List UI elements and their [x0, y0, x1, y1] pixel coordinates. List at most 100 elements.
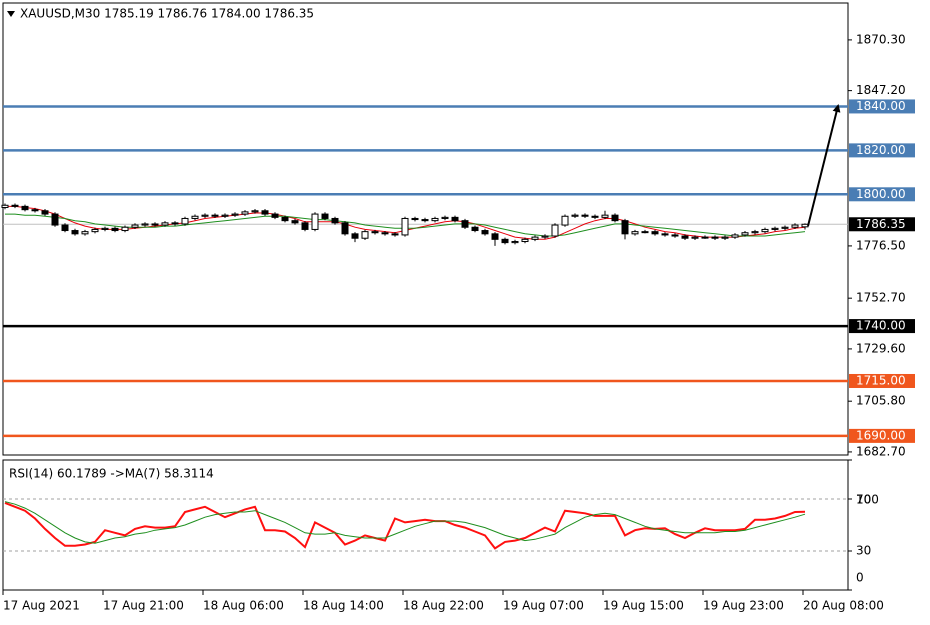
level-label-box: [849, 99, 915, 114]
candle-body: [521, 238, 529, 243]
candle-body: [231, 213, 239, 216]
candle-body: [151, 223, 159, 226]
rsi-y-tick-label: 100: [856, 493, 879, 507]
x-tick-label: 17 Aug 2021: [3, 599, 80, 613]
candle-body: [741, 232, 749, 236]
candle-body: [191, 215, 199, 219]
candle-body: [461, 220, 469, 228]
price-layer: [1, 105, 848, 438]
candle-body: [551, 224, 559, 237]
level-label-box: [849, 187, 915, 202]
x-tick-label: 20 Aug 08:00: [803, 599, 884, 613]
candle-body: [351, 233, 359, 239]
axis-layer: 1870.30 1847.20 1776.50 1752.70 1729.60 1705.…: [2, 32, 915, 613]
candle-body: [641, 231, 649, 234]
candle-body: [81, 231, 89, 235]
y-tick-label: 1776.50: [856, 238, 906, 252]
x-tick-label: 17 Aug 21:00: [103, 599, 184, 613]
candle-body: [701, 236, 709, 239]
candle-body: [531, 236, 539, 240]
candle-body: [601, 214, 609, 218]
candle-body: [621, 220, 629, 235]
candle-body: [391, 233, 399, 236]
rsi-y-tick-label: 30: [856, 544, 871, 558]
candle-body: [541, 235, 549, 238]
candle-body: [431, 217, 439, 222]
candle-body: [501, 238, 509, 244]
candle-body: [581, 214, 589, 217]
menu-triangle[interactable]: [7, 11, 15, 17]
y-tick-label: 1729.60: [856, 341, 906, 355]
candle-body: [241, 211, 249, 215]
y-tick-label: 1682.70: [856, 444, 906, 458]
candle-body: [141, 223, 149, 226]
candle-body: [321, 213, 329, 219]
candle-body: [31, 209, 39, 212]
candle-body: [11, 204, 19, 207]
candle-body: [421, 219, 429, 222]
candle-body: [491, 233, 499, 240]
candle-body: [751, 231, 759, 234]
level-label: 1840.00: [856, 99, 906, 113]
candle-body: [441, 216, 449, 219]
candle-body: [671, 234, 679, 237]
candle-body: [101, 227, 109, 230]
candle-body: [561, 215, 569, 226]
candle-body: [61, 224, 69, 232]
rsi-line: [4, 501, 806, 544]
rsi-y-tick-label: 0: [856, 571, 864, 585]
level-label: 1740.00: [856, 319, 906, 333]
candle-body: [21, 205, 29, 211]
candle-body: [791, 224, 799, 228]
rsi-layer: [3, 498, 848, 552]
candle-body: [1, 204, 9, 208]
candle-body: [271, 213, 279, 218]
last-price-label: 1786.35: [856, 217, 906, 231]
candle-body: [371, 231, 379, 234]
level-label-box: [849, 428, 915, 443]
candle-body: [401, 217, 409, 236]
candle-body: [211, 214, 219, 217]
price-panel-frame: [2, 2, 849, 456]
rsi-panel-frame: [2, 459, 849, 591]
candle-body: [481, 230, 489, 235]
y-tick-label: 1705.80: [856, 394, 906, 408]
x-tick-label: 18 Aug 14:00: [303, 599, 384, 613]
y-tick-label: 1752.70: [856, 291, 906, 305]
candle-body: [71, 230, 79, 235]
candle-body: [611, 214, 619, 222]
projection-arrow: [807, 104, 841, 227]
candle-body: [181, 217, 189, 225]
candle-body: [471, 226, 479, 232]
candle-body: [51, 213, 59, 226]
level-label: 1820.00: [856, 143, 906, 157]
candle-body: [131, 224, 139, 228]
level-label: 1715.00: [856, 373, 906, 387]
symbol-header: XAUUSD,M30 1785.19 1786.76 1784.00 1786.…: [20, 7, 314, 21]
candle-body: [201, 214, 209, 217]
candle-body: [511, 241, 519, 244]
candle-body: [721, 236, 729, 239]
y-tick-label: 1847.20: [856, 83, 906, 97]
candle-body: [91, 228, 99, 233]
candle-body: [411, 217, 419, 221]
candle-body: [111, 227, 119, 232]
candle-body: [161, 222, 169, 226]
candle-body: [691, 236, 699, 239]
candle-body: [331, 217, 339, 224]
candle-body: [261, 210, 269, 215]
x-tick-label: 19 Aug 23:00: [703, 599, 784, 613]
candle-body: [221, 214, 229, 217]
level-label: 1800.00: [856, 187, 906, 201]
candle-body: [451, 216, 459, 222]
candle-body: [341, 222, 349, 235]
candle-body: [311, 213, 319, 230]
y-tick-label: 1870.30: [856, 32, 906, 46]
candle-body: [711, 236, 719, 239]
candle-body: [661, 233, 669, 236]
level-label-box: [849, 143, 915, 158]
candle-body: [771, 227, 779, 230]
candle-body: [251, 210, 259, 213]
